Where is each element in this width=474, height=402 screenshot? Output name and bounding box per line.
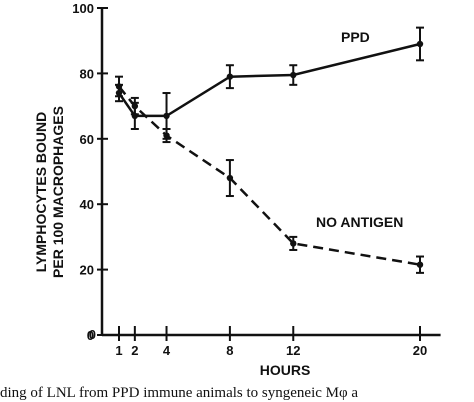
data-point [290,240,297,247]
x-tick-label: 12 [286,343,300,358]
x-tick-label: 1 [115,343,122,358]
x-tick-label: 8 [226,343,233,358]
data-point [416,261,424,268]
data-point [163,132,170,139]
x-tick-label: 2 [131,343,138,358]
series-label-no-antigen: NO ANTIGEN [316,214,403,230]
data-point [416,40,424,48]
x-tick-label: 20 [413,343,427,358]
data-point [163,112,170,120]
y-tick-label: 80 [80,66,94,81]
data-point [115,83,123,90]
plot-area [115,26,424,274]
data-point [226,73,234,80]
series-no-antigen [115,75,424,274]
y-tick-label: 20 [80,263,94,278]
series-ppd [115,26,424,140]
y-tick-label: 0 [87,328,94,343]
y-tick-label: 60 [80,132,94,147]
x-axis-ticks: 0 1 2 4 8 12 20 [89,326,427,358]
series-line [117,42,421,118]
figure-caption: ding of LNL from PPD immune animals to s… [0,385,358,401]
series-line [118,85,421,266]
data-point [290,71,297,79]
x-tick-label: 0 [89,327,96,342]
series-label-ppd: PPD [341,29,370,45]
x-axis-title: HOURS [260,362,311,378]
y-axis-title: LYMPHOCYTES BOUND PER 100 MACROPHAGES [33,106,66,278]
y-tick-label: 40 [80,197,94,212]
y-axis-title-line-1: LYMPHOCYTES BOUND [33,112,49,273]
x-tick-label: 4 [163,343,171,358]
data-point [226,174,234,182]
y-tick-label: 100 [72,1,94,16]
y-axis-title-line-2: PER 100 MACROPHAGES [50,106,66,278]
data-point [131,102,139,110]
